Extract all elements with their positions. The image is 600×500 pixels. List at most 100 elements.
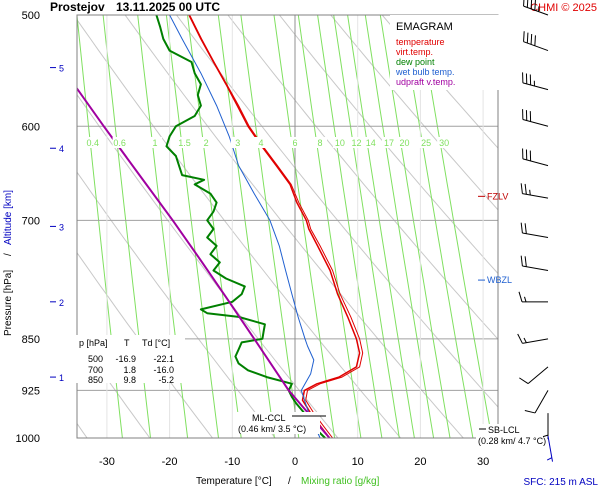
wind-barb-flag — [519, 377, 529, 385]
mixing-ratio-label: 10 — [335, 138, 345, 148]
wind-barb-flag — [524, 223, 527, 234]
annotations: FZLV WBZL ML-CCL (0.46 km/ 3.5 °C) SB-LC… — [236, 191, 598, 488]
mixing-ratio-label: 0.6 — [113, 138, 126, 148]
sb-lcl-detail: (0.28 km/ 4.7 °C) — [478, 436, 546, 446]
wind-barb — [523, 31, 549, 52]
altitude-tick-label: 5 — [59, 64, 64, 74]
mixing-ratio-line — [364, 15, 435, 439]
wind-barb — [522, 72, 549, 91]
table-header-t: T — [124, 338, 130, 348]
mixing-ratio-line — [273, 15, 336, 439]
wind-barb-flag — [518, 291, 523, 302]
wind-barb-flag — [526, 32, 529, 44]
table-cell: 850 — [88, 375, 103, 385]
legend-temperature: temperature — [396, 37, 445, 47]
mixing-ratio-label: 3 — [235, 138, 240, 148]
mixing-ratio-label-bg — [199, 137, 214, 148]
mixing-ratio-line — [186, 15, 242, 439]
sfc-label: SFC: 215 m ASL — [524, 477, 599, 488]
table-cell: 1.8 — [123, 365, 136, 375]
wind-barb-half-flag — [546, 457, 553, 461]
mixing-ratio-label-bg — [85, 137, 100, 148]
dry-adiabat — [330, 15, 498, 211]
table-cell: -5.2 — [158, 375, 174, 385]
fzlv-label: FZLV — [487, 191, 508, 201]
mixing-ratio-label: 8 — [318, 138, 323, 148]
mixing-ratio-label: 1.5 — [178, 138, 191, 148]
series-virt-temp — [189, 15, 364, 439]
y-axis-separator: / — [3, 253, 14, 256]
wind-barb-flag — [530, 33, 533, 45]
mixing-ratio-label-bg — [148, 137, 163, 148]
wind-barb — [522, 109, 549, 127]
wind-barb-flag — [520, 222, 523, 234]
mixing-ratio-label-bg — [397, 137, 412, 148]
y-tick-label: 700 — [22, 215, 40, 227]
legend-dew-point: dew point — [396, 57, 435, 67]
mixing-ratio-label-bg — [177, 137, 192, 148]
wind-barb — [524, 390, 549, 414]
wind-barb-shaft — [523, 5, 549, 16]
table-cell: 9.8 — [123, 375, 136, 385]
mixing-ratio-label-bg — [381, 137, 396, 148]
wind-barb-flag — [524, 410, 536, 414]
table-cell: 500 — [88, 354, 103, 364]
dry-adiabat — [77, 93, 339, 439]
wind-barb-shaft — [522, 158, 549, 167]
y-tick-label: 925 — [22, 385, 40, 397]
mixing-ratio-label: 12 — [351, 138, 361, 148]
altitude-tick-label: 1 — [59, 373, 64, 383]
x-axis-title: Temperature [°C] / Mixing ratio [g/kg] — [196, 476, 380, 487]
legend-title: EMAGRAM — [396, 21, 453, 33]
table-cell: 700 — [88, 365, 103, 375]
wind-barb-flag — [534, 35, 536, 46]
legend-virt-temp: virt.temp. — [396, 47, 433, 57]
mixing-ratio-label-bg — [254, 137, 269, 148]
sounding-table: p [hPa] T Td [°C] 500 -16.9 -22.1 700 1.… — [75, 335, 185, 385]
mixing-ratio-label: 1 — [153, 138, 158, 148]
mixing-ratio-label: 0.4 — [86, 138, 99, 148]
wind-barbs — [517, 0, 554, 462]
mixing-ratio-line — [379, 15, 451, 439]
wbzl-label: WBZL — [487, 275, 512, 285]
wind-barb-flag — [524, 183, 527, 195]
series-udpraft-v-temp — [77, 86, 331, 439]
table-cell: -16.0 — [153, 365, 174, 375]
wind-barb-flag — [520, 183, 523, 194]
x-axis-label: Temperature [°C] — [196, 476, 272, 487]
dry-adiabat — [514, 0, 600, 438]
station-name: Prostejov — [50, 0, 105, 14]
wind-barb — [542, 413, 549, 440]
mixing-ratio-label: 20 — [399, 138, 409, 148]
wind-barb-shaft — [522, 338, 549, 344]
mixing-ratio-label: 17 — [384, 138, 394, 148]
mixing-ratio-line — [217, 15, 275, 439]
mixing-ratio-label: 25 — [421, 138, 431, 148]
wind-barb-flag — [530, 0, 533, 9]
legend-updraft: udpraft v.temp. — [396, 77, 455, 87]
wind-barb-flag — [523, 0, 525, 7]
mixing-ratio-line — [240, 15, 300, 439]
x-tick-label: 10 — [352, 456, 364, 468]
wind-barb — [518, 291, 548, 303]
y-tick-label: 1000 — [16, 433, 40, 445]
mixing-ratio-line — [297, 15, 362, 439]
dry-adiabat — [175, 15, 498, 408]
altitude-tick-label: 3 — [59, 222, 64, 232]
credit: CHMI © 2025 — [530, 2, 597, 14]
mixing-ratio-line — [317, 15, 383, 439]
plot-frame — [76, 14, 499, 439]
wind-barb — [519, 366, 549, 385]
wind-barb-flag — [523, 31, 525, 42]
wind-barb-shaft — [522, 265, 549, 272]
dry-adiabat — [77, 18, 401, 439]
dry-adiabat — [565, 0, 600, 438]
x-axis-separator: / — [288, 476, 291, 487]
mixing-ratio-label: 4 — [259, 138, 264, 148]
y-tick-label: 850 — [22, 334, 40, 346]
mixing-ratio-label-bg — [313, 137, 328, 148]
x-tick-label: 20 — [414, 456, 426, 468]
wind-barb-flag — [526, 0, 529, 8]
wind-barb-half-flag — [524, 296, 527, 302]
